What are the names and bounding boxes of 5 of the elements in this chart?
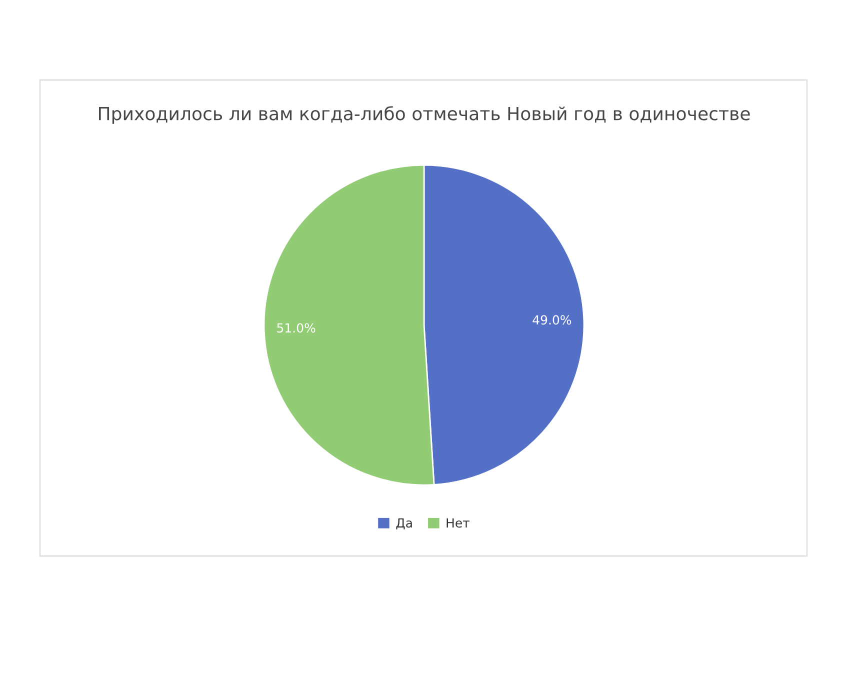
chart-title: Приходилось ли вам когда-либо отмечать Новый год в одиночестве	[99, 106, 750, 124]
data-label: 49.0%	[532, 315, 572, 325]
data-label: 51.0%	[277, 323, 316, 333]
legend-label: Да	[396, 518, 412, 530]
legend-label: Нет	[446, 518, 470, 528]
